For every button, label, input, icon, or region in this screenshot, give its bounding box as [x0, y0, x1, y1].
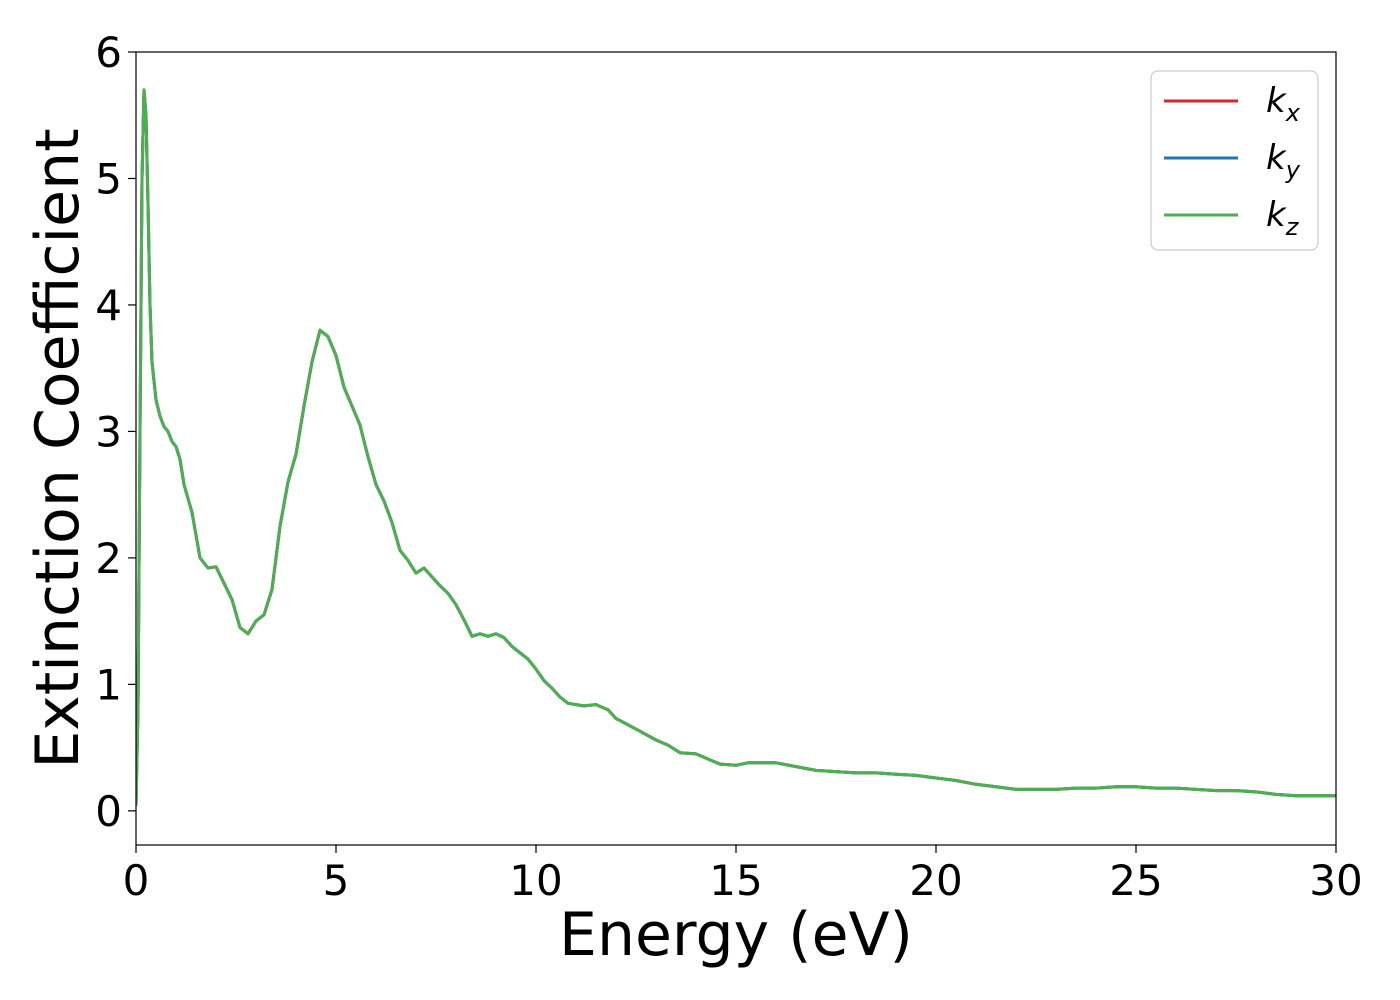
- y-tick-label: 3: [95, 407, 122, 456]
- y-tick-label: 2: [95, 534, 122, 583]
- legend-label-kx: kx: [1266, 81, 1301, 127]
- y-tick-label: 5: [95, 154, 122, 203]
- legend-label-ky: ky: [1266, 138, 1301, 184]
- series-line-kz: [136, 88, 1336, 806]
- x-tick-label: 10: [509, 856, 562, 905]
- y-axis-label: Extinction Coefficient: [23, 128, 93, 768]
- y-tick-label: 4: [95, 281, 122, 330]
- x-tick-label: 0: [123, 856, 150, 905]
- y-tick-label: 1: [95, 660, 122, 709]
- x-axis-label: Energy (eV): [559, 900, 913, 970]
- y-tick-label: 0: [95, 787, 122, 836]
- y-tick-label: 6: [95, 28, 122, 77]
- x-tick-label: 25: [1109, 856, 1162, 905]
- x-tick-label: 30: [1309, 856, 1362, 905]
- series-layer: [136, 88, 1336, 806]
- legend: kx ky kz: [1150, 70, 1319, 251]
- x-tick-label: 5: [323, 856, 350, 905]
- x-tick-label: 20: [909, 856, 962, 905]
- y-axis-ticks: 0 1 2 3 4 5 6: [95, 28, 136, 836]
- legend-box: [1150, 70, 1319, 251]
- x-tick-label: 15: [709, 856, 762, 905]
- x-axis-ticks: 0 5 10 15 20 25 30: [123, 845, 1363, 905]
- legend-label-kz: kz: [1266, 195, 1300, 241]
